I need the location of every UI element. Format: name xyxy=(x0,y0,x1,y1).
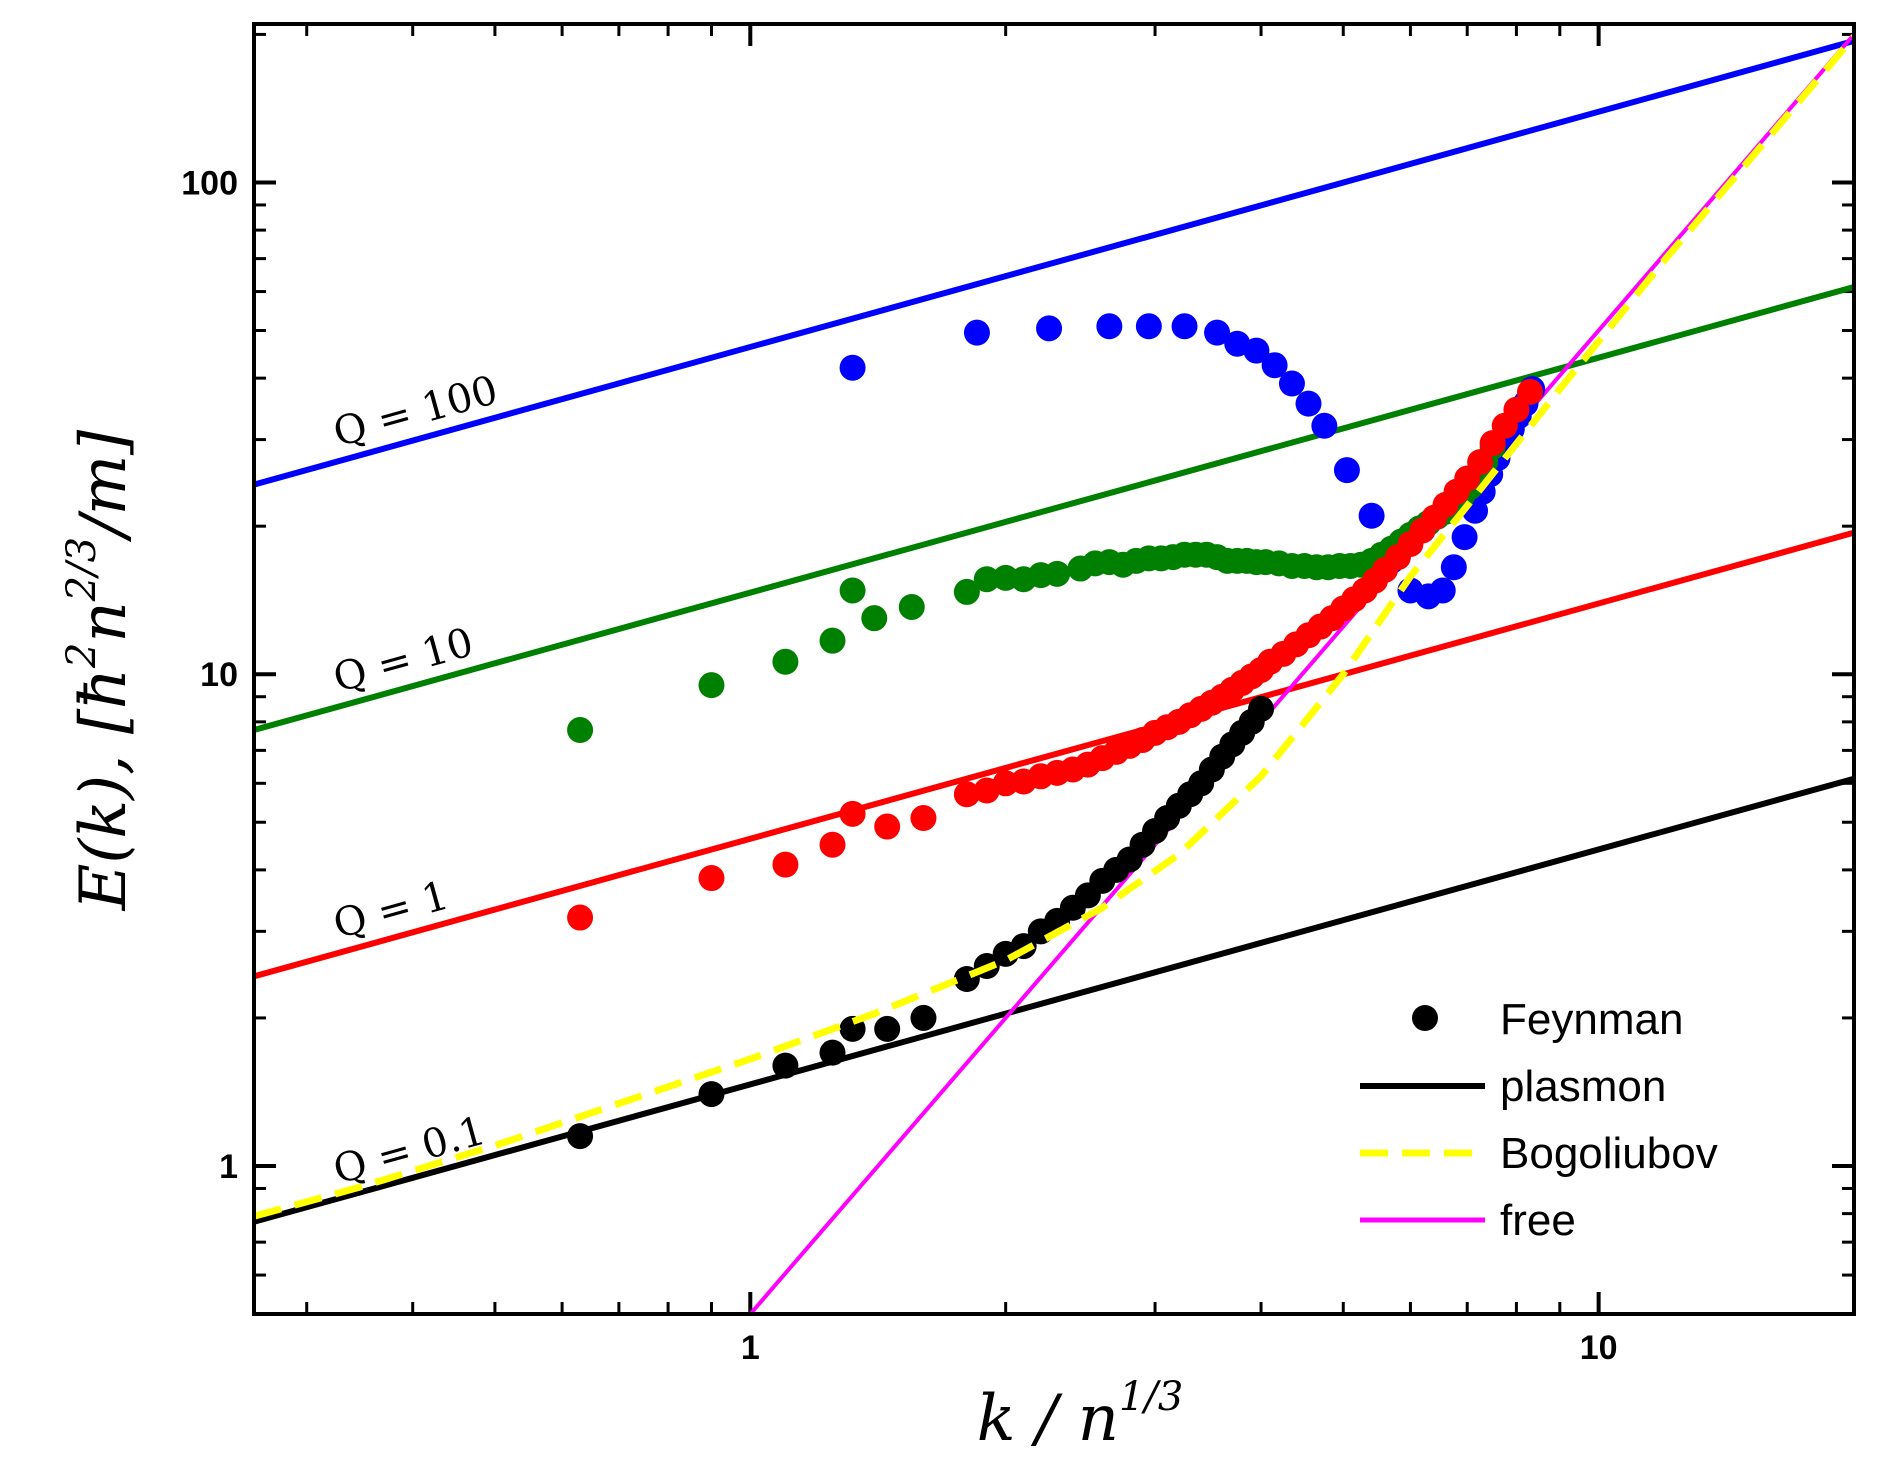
x-axis-title: k / n1/3 xyxy=(977,1374,1184,1456)
plasmon-line-2 xyxy=(254,529,1854,980)
data-point xyxy=(698,672,725,699)
data-point xyxy=(861,605,888,632)
data-point xyxy=(839,577,866,604)
plasmon-line-1 xyxy=(254,284,1854,733)
data-point xyxy=(1516,378,1543,405)
x-tick-label: 1 xyxy=(741,1329,760,1367)
legend: Feynman plasmon Bogoliubov free xyxy=(1360,995,1718,1245)
y-axis-title-sup1: 2 xyxy=(59,643,105,669)
data-point xyxy=(1311,412,1338,439)
legend-marker-feynman xyxy=(1412,1005,1438,1031)
y-tick-label: 1 xyxy=(219,1148,238,1186)
x-axis-title-main: k / n xyxy=(977,1382,1119,1456)
data-point xyxy=(1096,313,1123,340)
data-point xyxy=(1036,315,1063,342)
data-point xyxy=(772,648,799,675)
data-point xyxy=(567,1123,594,1150)
data-point xyxy=(1467,449,1494,476)
data-point xyxy=(698,1081,725,1108)
bogoliubov-curve xyxy=(254,34,1854,1220)
legend-label-free: free xyxy=(1500,1196,1576,1245)
legend-item-bogoliubov: Bogoliubov xyxy=(1360,1129,1718,1178)
data-point xyxy=(953,781,980,808)
legend-label-bogoliubov: Bogoliubov xyxy=(1500,1129,1718,1178)
data-point xyxy=(1243,337,1270,364)
data-point xyxy=(567,717,594,744)
legend-label-feynman: Feynman xyxy=(1500,995,1683,1044)
data-point xyxy=(1333,457,1360,484)
data-point xyxy=(1358,502,1385,529)
y-tick-label: 100 xyxy=(181,164,238,202)
data-point xyxy=(898,593,925,620)
data-point xyxy=(698,865,725,892)
feynman-points xyxy=(567,313,1546,1150)
data-point xyxy=(1171,313,1198,340)
data-point xyxy=(1135,313,1162,340)
data-point xyxy=(819,627,846,654)
data-point xyxy=(819,1039,846,1066)
y-axis-title-mid: n xyxy=(67,601,141,642)
plasmon-line-0 xyxy=(254,38,1854,488)
data-point xyxy=(839,354,866,381)
data-point xyxy=(1503,396,1530,423)
data-point xyxy=(772,851,799,878)
data-point xyxy=(819,831,846,858)
data-point xyxy=(874,813,901,840)
data-point xyxy=(963,319,990,346)
legend-item-feynman: Feynman xyxy=(1412,995,1683,1044)
data-point xyxy=(839,800,866,827)
plasmon-line-3 xyxy=(254,775,1854,1225)
y-axis-title: E(k), [ħ2n2/3/m] xyxy=(59,429,141,912)
y-tick-label: 10 xyxy=(200,656,238,694)
legend-label-plasmon: plasmon xyxy=(1500,1062,1666,1111)
plot-area xyxy=(254,33,1854,1314)
data-point xyxy=(567,904,594,931)
data-point xyxy=(910,1004,937,1031)
data-point xyxy=(1204,319,1231,346)
data-point xyxy=(1261,352,1288,379)
plot-frame xyxy=(252,22,1856,1316)
legend-item-plasmon: plasmon xyxy=(1360,1062,1666,1111)
data-point xyxy=(973,566,1000,593)
data-point xyxy=(874,1015,901,1042)
free-layer xyxy=(748,33,1854,1314)
y-axis-title-pre: E(k), [ħ xyxy=(67,668,141,911)
data-point xyxy=(1440,554,1467,581)
series-2 xyxy=(567,378,1543,931)
data-point xyxy=(1248,695,1275,722)
data-point xyxy=(1429,577,1456,604)
x-axis-title-sup: 1/3 xyxy=(1119,1374,1183,1420)
data-point xyxy=(1295,390,1322,417)
data-point xyxy=(772,1052,799,1079)
data-point xyxy=(1278,370,1305,397)
x-tick-label: 10 xyxy=(1580,1329,1618,1367)
free-line xyxy=(748,33,1854,1314)
data-point xyxy=(1044,560,1071,587)
bogoliubov-layer xyxy=(254,34,1854,1220)
plasmon-lines xyxy=(254,38,1854,1225)
y-axis-title-post: /m] xyxy=(67,429,141,543)
legend-item-free: free xyxy=(1360,1196,1576,1245)
data-point xyxy=(953,578,980,605)
tick-labels: 1 10 1 10 100 xyxy=(181,164,1617,1367)
y-axis-title-sup2: 2/3 xyxy=(59,537,105,602)
data-point xyxy=(910,805,937,832)
data-point xyxy=(1451,524,1478,551)
